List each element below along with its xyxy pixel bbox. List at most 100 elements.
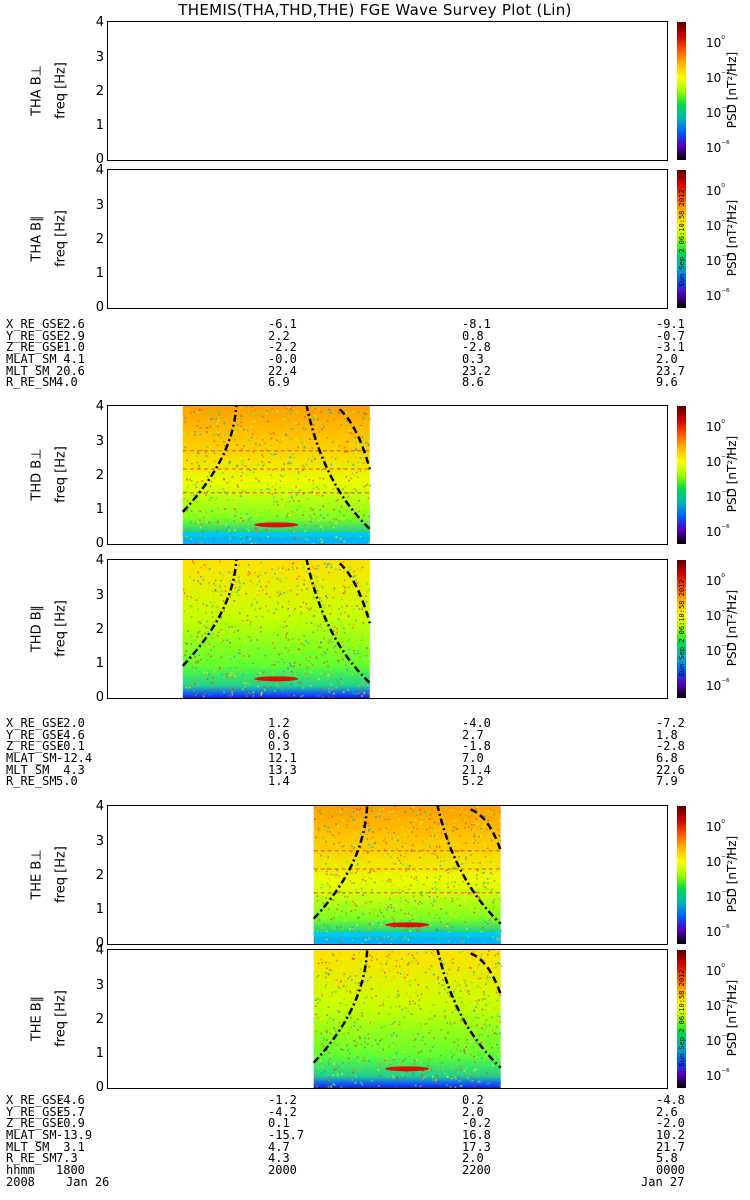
ephemeris-value: 1.8 <box>656 727 678 742</box>
ephemeris-value: 4.3 <box>56 762 85 777</box>
y-tick-label: 1 <box>95 1045 104 1061</box>
ephemeris-value: 4.0 <box>56 375 78 390</box>
ephemeris-value: 7.3 <box>56 1151 78 1166</box>
ephemeris-value: 23.2 <box>462 363 491 378</box>
ephemeris-value: 2.2 <box>268 328 290 343</box>
y-tick-label: 0 <box>95 936 104 951</box>
y-tick-label: 0 <box>95 536 104 551</box>
ephemeris-value: -4.6 <box>56 727 85 742</box>
spectrogram-image <box>312 806 502 944</box>
y-tick-label: 3 <box>95 433 104 449</box>
ephemeris-value: 21.7 <box>656 1139 685 1154</box>
ephemeris-value: 6.9 <box>268 375 290 390</box>
y-tick-label: 0 <box>95 1080 104 1095</box>
ephemeris-row: Z_RE_GSE -0.1 0.3 -1.8 -2.8 <box>6 741 746 753</box>
ephemeris-row: R_RE_SM 7.3 4.3 2.0 5.8 <box>6 1153 746 1165</box>
ephemeris-row: MLAT_SM 4.1 -0.0 0.3 2.0 <box>6 352 746 367</box>
ephemeris-row-label: R_RE_SM <box>6 1151 57 1166</box>
ephemeris-row: Y_RE_GSE -4.6 0.6 2.7 1.8 <box>6 727 746 742</box>
date-row: 2008 Jan 26 Jan 27 <box>6 1174 746 1189</box>
panel-label: THD B⊥ <box>29 448 45 501</box>
overlay-curve <box>338 408 372 470</box>
ephemeris-row-label: Y_RE_GSE <box>6 328 64 343</box>
ephemeris-row: X_RE_GSE -2.0 1.2 -4.0 -7.2 <box>6 716 746 730</box>
ephemeris-value: 5.2 <box>462 774 484 789</box>
colorbar-label: PSD [nT²/Hz] <box>725 199 739 277</box>
colorbar-tick-label: 10⁰ <box>706 419 725 434</box>
ephemeris-value: 0.2 <box>462 1093 484 1107</box>
ephemeris-row: Y_RE_GSE 2.9 2.2 0.8 -0.7 <box>6 328 746 343</box>
ephemeris-value: 20.6 <box>56 363 85 378</box>
colorbar-tick-label: 10⁻⁴ <box>706 1033 730 1048</box>
ephemeris-value: 4.7 <box>268 1139 290 1154</box>
emission-line <box>385 922 430 928</box>
ephemeris-row: R_RE_SM 4.0 6.9 8.6 9.6 <box>6 377 746 389</box>
ephemeris-row-label: MLAT_SM <box>6 352 57 367</box>
timestamp: Sun Sep 2 06:10:58 2012 <box>678 189 686 287</box>
spectrum-speckle <box>314 950 503 1088</box>
colorbar-tick-label: 10⁻⁴ <box>706 489 730 504</box>
ephemeris-value: 4.3 <box>268 1151 290 1166</box>
y-tick-label: 1 <box>95 501 104 517</box>
freq-axis-label: freq [Hz] <box>53 62 69 119</box>
ephemeris-value: -0.2 <box>462 1116 491 1131</box>
ephemeris-value: 4.1 <box>56 352 85 367</box>
overlay-curve <box>312 806 502 925</box>
ephemeris-value: 1.4 <box>268 774 290 789</box>
y-tick-label: 4 <box>95 943 104 959</box>
ephemeris-value: -2.8 <box>656 739 685 754</box>
panel-label: THE B⊥ <box>29 849 45 900</box>
ephemeris-row-label: R_RE_SM <box>6 774 57 789</box>
spectrogram-panel-tha-par <box>107 169 668 309</box>
colorbar-tick-label: 10⁻⁴ <box>706 889 730 904</box>
ephemeris-value: -4.2 <box>268 1104 297 1119</box>
ephemeris-row: R_RE_SM 5.0 1.4 5.2 7.9 <box>6 776 746 788</box>
panel-label: THE B∥ <box>29 995 45 1042</box>
colorbar-tick-label: 10⁰ <box>706 963 725 978</box>
ephemeris-value: 13.3 <box>268 762 297 777</box>
ephemeris-value: -8.1 <box>462 317 491 331</box>
colorbar-tick-label: 10⁰ <box>706 183 725 198</box>
ephemeris-row-label: Y_RE_GSE <box>6 727 64 742</box>
colorbar-tick-label: 10⁻² <box>706 998 730 1013</box>
colorbar-tick-label: 10⁰ <box>706 819 725 834</box>
ephemeris-value: 10.2 <box>656 1128 685 1143</box>
ephemeris-value: 5.8 <box>656 1151 678 1166</box>
ephemeris-value: -0.9 <box>56 1116 85 1131</box>
colorbar-tick-label: 10⁻⁶ <box>706 288 730 303</box>
ephemeris-row-label: X_RE_GSE <box>6 716 64 730</box>
colorbar-tick-label: 10⁻⁶ <box>706 1068 730 1083</box>
spectrogram-panel-thd-perp <box>107 405 668 545</box>
spectrum-fill <box>182 406 370 544</box>
ephemeris-value: 16.8 <box>462 1128 491 1143</box>
colorbar-tick-label: 10⁻⁶ <box>706 678 730 693</box>
ephemeris-value: 1800 <box>56 1163 85 1178</box>
ephemeris-value: -1.8 <box>462 739 491 754</box>
ephemeris-value: -1.2 <box>268 1093 297 1107</box>
overlay-curve <box>312 950 502 1069</box>
spectrogram-panel-the-par <box>107 949 668 1089</box>
y-tick-label: 3 <box>95 977 104 993</box>
y-tick-label: 0 <box>95 690 104 705</box>
end-date-label: Jan 27 <box>641 1174 685 1189</box>
ephemeris-value: -4.0 <box>462 716 491 730</box>
freq-axis-label: freq [Hz] <box>53 446 69 503</box>
ephemeris-value: 12.1 <box>268 751 297 766</box>
panel-label: THA B∥ <box>29 215 45 262</box>
y-tick-label: 2 <box>95 867 104 883</box>
timestamp: Sun Sep 2 06:10:58 2012 <box>678 969 686 1067</box>
colorbar-tick-label: 10⁻⁶ <box>706 524 730 539</box>
overlay-curve <box>338 562 372 624</box>
ephemeris-value: 21.4 <box>462 762 491 777</box>
y-tick-label: 2 <box>95 231 104 247</box>
year-label: 2008 <box>6 1174 35 1189</box>
ephemeris-value: -0.0 <box>268 352 297 367</box>
y-tick-label: 1 <box>95 901 104 917</box>
ephemeris-value: -2.6 <box>56 317 85 331</box>
y-tick-label: 0 <box>95 300 104 315</box>
panel-label: THD B∥ <box>29 604 45 653</box>
ephemeris-row: MLAT_SM -13.9 -15.7 16.8 10.2 <box>6 1128 746 1143</box>
freq-axis-label: freq [Hz] <box>53 600 69 657</box>
ephemeris-row-label: MLT_SM <box>6 762 50 777</box>
ephemeris-row: MLAT_SM -12.4 12.1 7.0 6.8 <box>6 751 746 766</box>
